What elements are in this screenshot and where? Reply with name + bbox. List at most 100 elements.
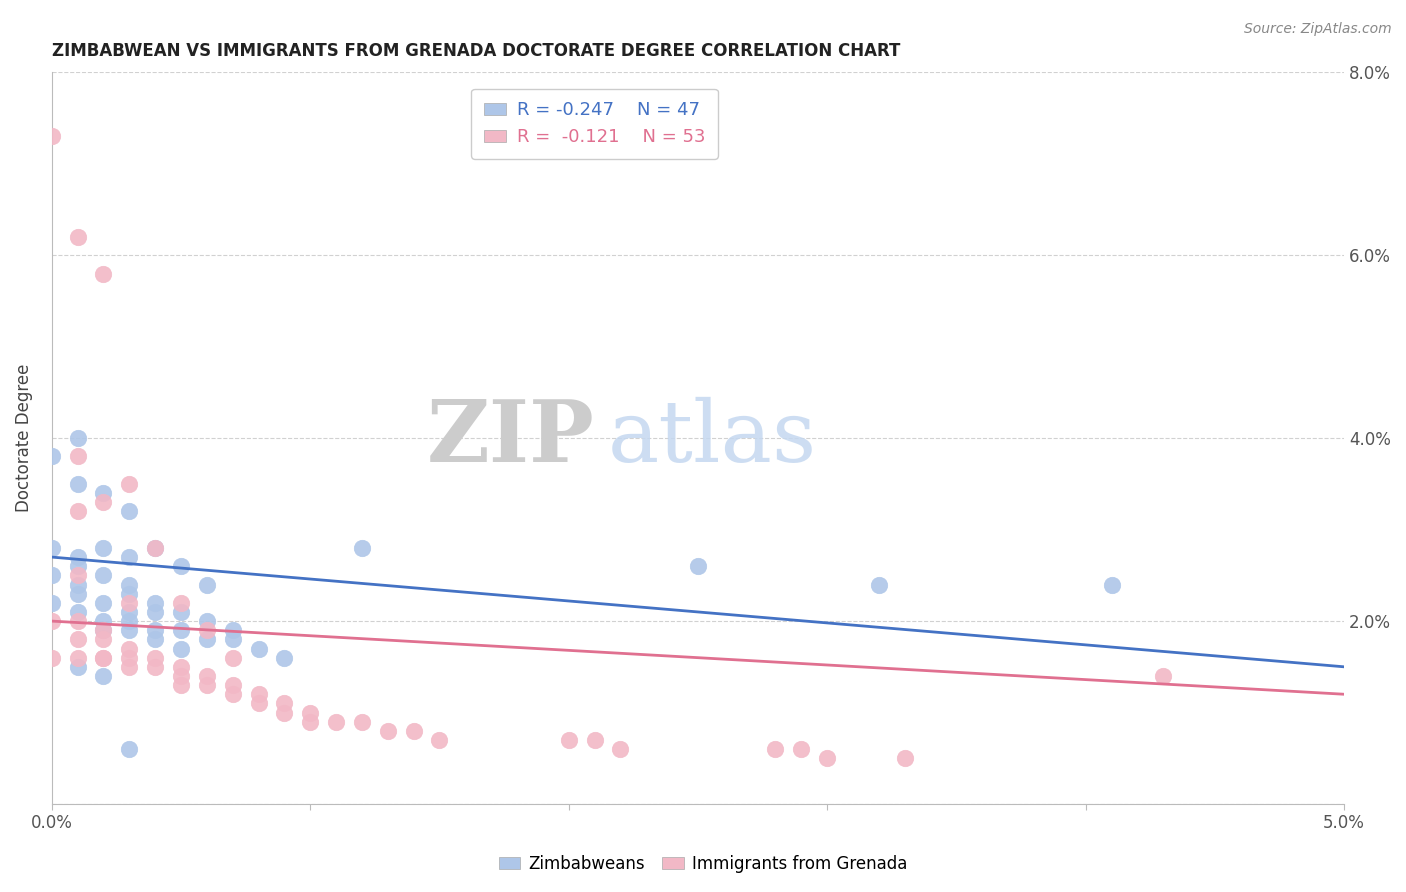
Text: Source: ZipAtlas.com: Source: ZipAtlas.com — [1244, 22, 1392, 37]
Text: ZIP: ZIP — [427, 396, 595, 480]
Point — [118, 650, 141, 665]
Point — [93, 614, 115, 628]
Point — [221, 624, 243, 638]
Point — [273, 697, 295, 711]
Point — [118, 587, 141, 601]
Point — [247, 641, 270, 656]
Point — [195, 632, 218, 647]
Point — [93, 624, 115, 638]
Point — [402, 723, 425, 738]
Point — [325, 714, 347, 729]
Point — [41, 568, 63, 582]
Point — [221, 650, 243, 665]
Point — [41, 541, 63, 555]
Text: ZIMBABWEAN VS IMMIGRANTS FROM GRENADA DOCTORATE DEGREE CORRELATION CHART: ZIMBABWEAN VS IMMIGRANTS FROM GRENADA DO… — [52, 42, 900, 60]
Point — [66, 450, 89, 464]
Point — [66, 632, 89, 647]
Point — [66, 550, 89, 565]
Point — [118, 641, 141, 656]
Point — [93, 568, 115, 582]
Point — [118, 477, 141, 491]
Point — [299, 706, 322, 720]
Point — [170, 669, 193, 683]
Point — [1152, 669, 1174, 683]
Point — [118, 614, 141, 628]
Point — [118, 577, 141, 591]
Point — [41, 650, 63, 665]
Point — [66, 614, 89, 628]
Point — [66, 568, 89, 582]
Point — [66, 504, 89, 518]
Point — [686, 559, 709, 574]
Point — [170, 678, 193, 692]
Point — [247, 687, 270, 701]
Point — [66, 605, 89, 619]
Point — [170, 596, 193, 610]
Point — [377, 723, 399, 738]
Point — [93, 632, 115, 647]
Point — [93, 596, 115, 610]
Point — [93, 650, 115, 665]
Point — [118, 742, 141, 756]
Point — [93, 650, 115, 665]
Point — [143, 596, 166, 610]
Point — [815, 751, 838, 765]
Point — [273, 650, 295, 665]
Point — [93, 624, 115, 638]
Point — [195, 577, 218, 591]
Point — [66, 587, 89, 601]
Point — [195, 669, 218, 683]
Point — [66, 559, 89, 574]
Point — [170, 624, 193, 638]
Point — [583, 733, 606, 747]
Point — [118, 550, 141, 565]
Point — [273, 706, 295, 720]
Point — [429, 733, 451, 747]
Point — [93, 267, 115, 281]
Point — [143, 541, 166, 555]
Point — [195, 624, 218, 638]
Point — [868, 577, 890, 591]
Point — [118, 624, 141, 638]
Point — [143, 605, 166, 619]
Point — [170, 660, 193, 674]
Point — [195, 614, 218, 628]
Point — [557, 733, 579, 747]
Point — [247, 697, 270, 711]
Point — [66, 577, 89, 591]
Point — [299, 714, 322, 729]
Point — [41, 596, 63, 610]
Point — [350, 541, 373, 555]
Point — [118, 660, 141, 674]
Point — [170, 641, 193, 656]
Text: atlas: atlas — [607, 397, 817, 480]
Point — [195, 678, 218, 692]
Point — [790, 742, 813, 756]
Point — [41, 450, 63, 464]
Point — [765, 742, 787, 756]
Point — [350, 714, 373, 729]
Point — [143, 660, 166, 674]
Point — [170, 559, 193, 574]
Point — [221, 687, 243, 701]
Point — [66, 230, 89, 244]
Legend: R = -0.247    N = 47, R =  -0.121    N = 53: R = -0.247 N = 47, R = -0.121 N = 53 — [471, 89, 717, 159]
Point — [143, 632, 166, 647]
Point — [893, 751, 915, 765]
Point — [221, 632, 243, 647]
Point — [118, 504, 141, 518]
Point — [93, 486, 115, 500]
Point — [143, 624, 166, 638]
Point — [143, 541, 166, 555]
Y-axis label: Doctorate Degree: Doctorate Degree — [15, 364, 32, 512]
Point — [170, 605, 193, 619]
Point — [66, 477, 89, 491]
Point — [66, 650, 89, 665]
Point — [118, 596, 141, 610]
Point — [41, 129, 63, 144]
Point — [221, 678, 243, 692]
Point — [93, 495, 115, 509]
Point — [93, 541, 115, 555]
Point — [143, 650, 166, 665]
Point — [66, 660, 89, 674]
